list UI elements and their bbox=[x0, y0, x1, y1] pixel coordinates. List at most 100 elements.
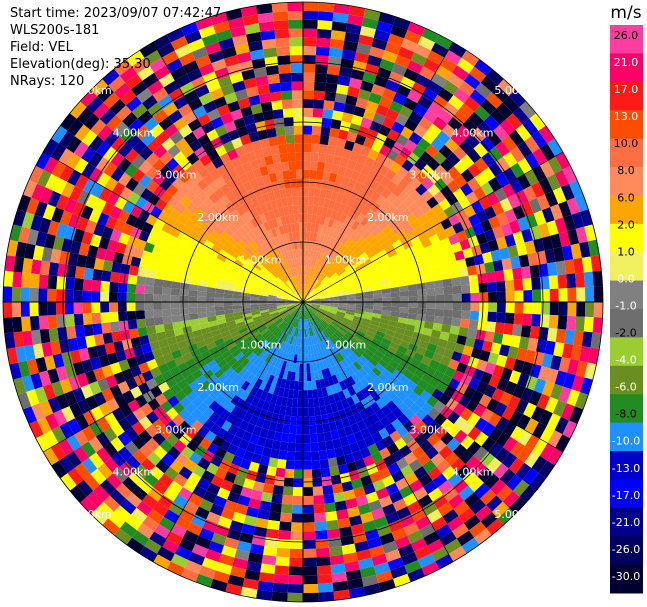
ppi-gate bbox=[47, 190, 62, 208]
ppi-gate bbox=[166, 27, 185, 43]
ppi-gate bbox=[350, 242, 360, 253]
ppi-gate bbox=[26, 358, 39, 376]
ppi-gate bbox=[145, 179, 159, 194]
ppi-gate bbox=[234, 364, 244, 375]
ppi-gate bbox=[100, 302, 110, 313]
ppi-gate bbox=[460, 168, 475, 183]
ppi-gate bbox=[317, 11, 334, 22]
ppi-gate bbox=[245, 393, 255, 405]
ppi-gate bbox=[371, 140, 384, 153]
ppi-gate bbox=[360, 80, 374, 93]
ppi-gate bbox=[528, 390, 542, 407]
ppi-gate bbox=[179, 346, 191, 356]
ppi-gate bbox=[214, 354, 225, 365]
ppi-gate bbox=[97, 124, 113, 141]
ppi-gate bbox=[299, 284, 302, 294]
ppi-gate bbox=[38, 302, 48, 316]
ppi-gate bbox=[240, 5, 258, 18]
ppi-gate bbox=[503, 323, 514, 336]
ppi-gate bbox=[240, 202, 251, 214]
ppi-gate bbox=[402, 195, 415, 208]
ppi-gate bbox=[154, 65, 171, 80]
ppi-gate bbox=[417, 378, 429, 391]
ppi-gate bbox=[395, 457, 409, 471]
ppi-gate bbox=[438, 445, 453, 460]
ppi-gate bbox=[145, 410, 159, 425]
ppi-gate bbox=[391, 258, 402, 268]
ppi-gate bbox=[328, 546, 344, 557]
ppi-gate bbox=[313, 503, 326, 514]
ppi-gate bbox=[166, 531, 183, 546]
ppi-gate bbox=[327, 218, 335, 228]
ppi-gate bbox=[373, 29, 391, 42]
ppi-gate bbox=[234, 280, 245, 287]
ppi-gate bbox=[204, 208, 216, 220]
ppi-gate bbox=[145, 317, 155, 327]
ppi-gate bbox=[75, 174, 90, 190]
ppi-gate bbox=[178, 52, 196, 67]
ppi-gate bbox=[4, 332, 16, 349]
ppi-gate bbox=[432, 494, 449, 510]
ppi-gate bbox=[280, 396, 288, 407]
ppi-gate bbox=[104, 177, 118, 192]
ppi-gate bbox=[275, 395, 283, 406]
ppi-gate bbox=[131, 168, 146, 183]
ppi-gate bbox=[22, 330, 33, 347]
ppi-gate bbox=[316, 37, 331, 48]
ppi-gate bbox=[195, 535, 212, 550]
ppi-gate bbox=[304, 284, 307, 294]
ppi-gate bbox=[276, 340, 283, 350]
ppi-gate bbox=[371, 451, 384, 464]
ppi-gate bbox=[319, 332, 326, 342]
ppi-gate bbox=[285, 298, 295, 301]
ppi-gate bbox=[571, 212, 585, 229]
ppi-gate bbox=[259, 203, 269, 214]
ppi-gate bbox=[243, 335, 254, 344]
ppi-gate bbox=[171, 164, 185, 178]
ppi-gate bbox=[151, 245, 163, 256]
ppi-gate bbox=[391, 470, 405, 483]
ppi-gate bbox=[557, 315, 568, 330]
ppi-gate bbox=[440, 431, 454, 446]
ppi-gate bbox=[212, 262, 223, 271]
ppi-gate bbox=[303, 434, 311, 444]
ppi-gate bbox=[475, 209, 489, 224]
ppi-gate bbox=[76, 107, 94, 125]
ppi-gate bbox=[266, 127, 277, 139]
ppi-gate bbox=[154, 393, 168, 406]
ppi-gate bbox=[167, 395, 180, 408]
ppi-gate bbox=[395, 133, 409, 147]
ppi-gate bbox=[331, 374, 339, 385]
ppi-gate bbox=[289, 307, 297, 315]
ppi-gate bbox=[307, 287, 314, 295]
ppi-gate bbox=[421, 561, 440, 577]
ppi-gate bbox=[382, 302, 392, 307]
ppi-gate bbox=[384, 214, 395, 226]
ppi-gate bbox=[241, 263, 252, 272]
ppi-gate bbox=[411, 144, 426, 158]
ppi-gate bbox=[361, 280, 372, 287]
ppi-gate bbox=[458, 196, 472, 210]
ppi-gate bbox=[284, 282, 292, 290]
ppi-gate bbox=[125, 455, 141, 471]
ppi-gate bbox=[401, 38, 418, 53]
ppi-gate bbox=[328, 336, 337, 345]
ppi-gate bbox=[101, 201, 115, 216]
ppi-gate bbox=[319, 293, 329, 298]
ppi-gate bbox=[299, 328, 302, 338]
ppi-gate bbox=[213, 225, 225, 236]
ppi-gate bbox=[250, 376, 259, 387]
ppi-gate bbox=[264, 438, 274, 449]
ppi-gate bbox=[209, 87, 224, 101]
ppi-gate bbox=[569, 179, 584, 198]
ppi-gate bbox=[332, 333, 341, 342]
ppi-gate bbox=[297, 275, 301, 285]
ppi-gate bbox=[242, 412, 253, 423]
ppi-gate bbox=[255, 417, 265, 428]
ppi-gate bbox=[316, 206, 324, 216]
ppi-gate bbox=[330, 322, 339, 330]
ppi-gate bbox=[381, 288, 391, 294]
ppi-gate bbox=[293, 318, 298, 328]
ppi-gate bbox=[419, 390, 432, 402]
ppi-gate bbox=[206, 442, 220, 455]
